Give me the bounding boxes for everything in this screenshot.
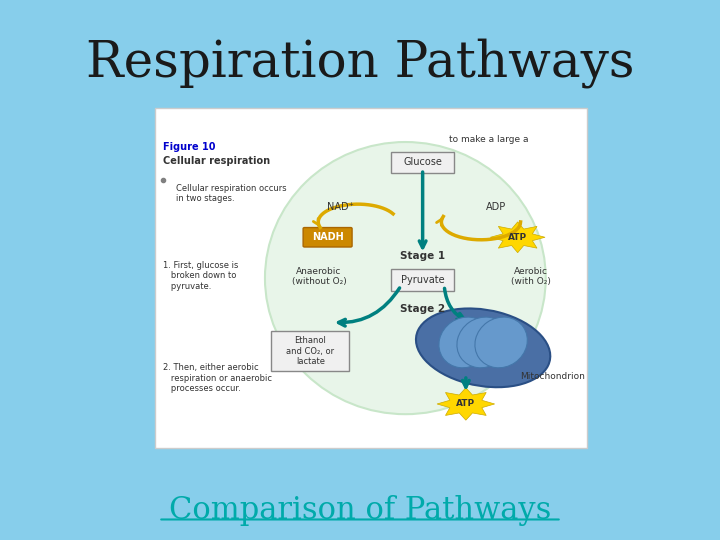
Polygon shape <box>490 222 545 253</box>
Text: ADP: ADP <box>486 201 506 212</box>
Ellipse shape <box>265 142 546 414</box>
Ellipse shape <box>439 317 491 368</box>
Ellipse shape <box>457 317 509 368</box>
FancyBboxPatch shape <box>303 227 352 247</box>
FancyBboxPatch shape <box>155 108 587 448</box>
Text: 2. Then, either aerobic
   respiration or anaerobic
   processes occur.: 2. Then, either aerobic respiration or a… <box>163 363 272 393</box>
Text: Respiration Pathways: Respiration Pathways <box>86 38 634 88</box>
Text: Comparison of Pathways: Comparison of Pathways <box>168 495 552 526</box>
Text: Stage 2: Stage 2 <box>400 303 445 314</box>
Text: Figure 10: Figure 10 <box>163 142 216 152</box>
FancyBboxPatch shape <box>391 152 454 173</box>
Text: ATP: ATP <box>456 400 475 408</box>
Text: Pyruvate: Pyruvate <box>401 275 444 285</box>
Text: ATP: ATP <box>508 233 527 242</box>
Text: Glucose: Glucose <box>403 158 442 167</box>
Polygon shape <box>437 388 495 420</box>
FancyBboxPatch shape <box>391 269 454 291</box>
Text: Cellular respiration: Cellular respiration <box>163 156 271 166</box>
Ellipse shape <box>475 317 527 368</box>
FancyBboxPatch shape <box>271 331 349 371</box>
Text: Anaerobic
(without O₂): Anaerobic (without O₂) <box>292 267 346 286</box>
Text: 1. First, glucose is
   broken down to
   pyruvate.: 1. First, glucose is broken down to pyru… <box>163 261 239 291</box>
Text: Ethanol
and CO₂, or
lactate: Ethanol and CO₂, or lactate <box>287 336 334 366</box>
Text: Cellular respiration occurs
in two stages.: Cellular respiration occurs in two stage… <box>176 184 287 203</box>
Text: Mitochondrion: Mitochondrion <box>520 372 585 381</box>
Text: Aerobic
(with O₂): Aerobic (with O₂) <box>510 267 551 286</box>
Text: NAD⁺: NAD⁺ <box>327 201 354 212</box>
Text: to make a large a: to make a large a <box>449 135 528 144</box>
Text: Stage 1: Stage 1 <box>400 251 445 261</box>
Text: NADH: NADH <box>312 232 343 242</box>
Ellipse shape <box>416 308 550 387</box>
